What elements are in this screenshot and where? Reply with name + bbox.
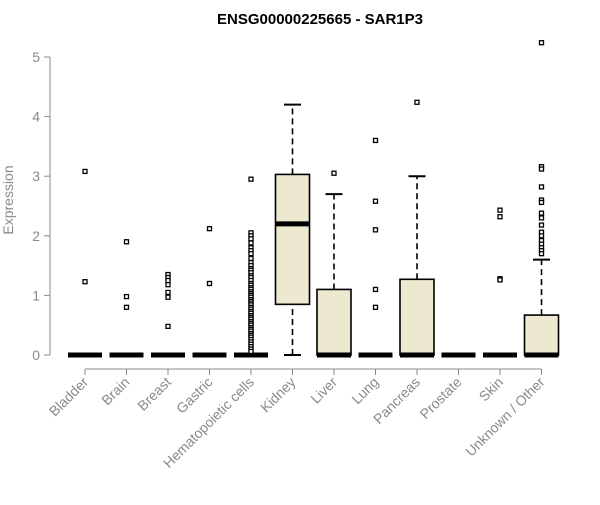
outlier-point xyxy=(165,294,171,300)
x-tick-label: Skin xyxy=(476,374,507,405)
outlier-point xyxy=(82,168,88,175)
outlier-point xyxy=(248,255,254,262)
outlier-point xyxy=(372,227,379,233)
box-kidney xyxy=(274,103,311,356)
outlier-point xyxy=(538,215,545,221)
outlier-point xyxy=(497,277,503,283)
box-bladder xyxy=(68,168,102,358)
y-tick-label: 1 xyxy=(32,287,40,303)
box-body xyxy=(274,173,311,306)
x-tick-label: Breast xyxy=(134,374,174,414)
x-tick-label: Unknown / Other xyxy=(462,374,548,460)
outlier-point xyxy=(165,277,171,284)
outlier-point xyxy=(248,176,254,182)
outlier-point xyxy=(538,210,545,216)
outlier-point xyxy=(331,170,337,176)
outlier-point xyxy=(497,214,503,220)
outlier-point xyxy=(123,293,130,300)
box-gastric xyxy=(192,225,227,358)
box-breast xyxy=(151,271,185,358)
x-tick-label: Kidney xyxy=(257,374,299,416)
box-hematopoietic-cells xyxy=(234,176,268,358)
box-brain xyxy=(109,239,144,358)
outlier-point xyxy=(538,233,545,239)
y-tick-label: 3 xyxy=(32,168,40,184)
outlier-point xyxy=(123,304,130,310)
outlier-point xyxy=(206,280,213,287)
x-tick-label: Prostate xyxy=(416,374,464,422)
box-skin xyxy=(483,207,517,358)
x-tick-label: Liver xyxy=(307,374,340,407)
chart-title: ENSG00000225665 - SAR1P3 xyxy=(217,11,423,28)
outlier-point xyxy=(165,289,171,296)
outlier-point xyxy=(372,137,379,144)
outlier-point xyxy=(538,40,545,46)
box-body xyxy=(316,288,352,356)
box-lung xyxy=(358,137,393,358)
outlier-point xyxy=(372,304,379,310)
outlier-point xyxy=(414,99,420,105)
outlier-point xyxy=(206,225,213,232)
outlier-point xyxy=(538,222,545,228)
outlier-point xyxy=(248,240,254,246)
x-tick-label: Brain xyxy=(98,374,132,408)
y-tick-label: 5 xyxy=(32,49,40,65)
box-body xyxy=(399,278,435,356)
outlier-point xyxy=(248,236,254,242)
outlier-point xyxy=(497,207,503,213)
box-series xyxy=(68,40,560,358)
outlier-point xyxy=(165,282,171,288)
box-unknown-other xyxy=(523,40,560,358)
outlier-point xyxy=(82,279,88,285)
outlier-point xyxy=(165,323,171,330)
x-tick-label: Bladder xyxy=(46,374,92,420)
outlier-point xyxy=(248,348,254,355)
y-axis-label: Expression xyxy=(0,165,16,234)
outlier-point xyxy=(372,286,379,293)
outlier-point xyxy=(538,184,545,190)
outlier-point xyxy=(538,166,545,172)
outlier-point xyxy=(372,198,379,204)
outlier-point xyxy=(538,199,545,206)
box-liver xyxy=(316,170,352,358)
y-axis: 0 1 2 3 4 5 xyxy=(32,49,51,363)
outlier-point xyxy=(248,251,254,257)
y-tick-label: 4 xyxy=(32,109,40,125)
box-body xyxy=(523,314,560,356)
y-tick-label: 0 xyxy=(32,347,40,363)
box-pancreas xyxy=(399,99,435,358)
outlier-point xyxy=(538,251,545,257)
x-tick-label: Lung xyxy=(348,374,381,407)
y-tick-label: 2 xyxy=(32,228,40,244)
outlier-point xyxy=(123,239,130,245)
